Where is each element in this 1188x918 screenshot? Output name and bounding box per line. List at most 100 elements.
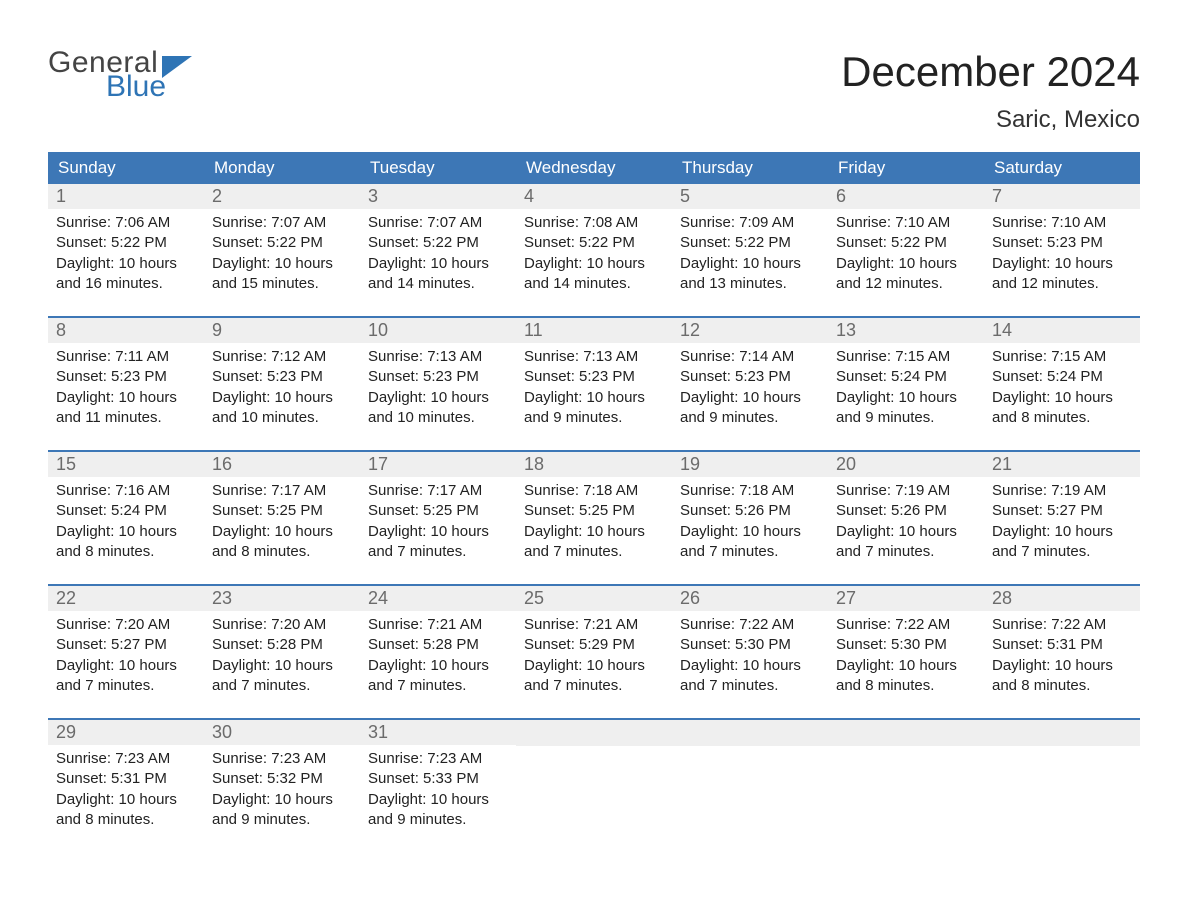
- sunrise-text: Sunrise: 7:21 AM: [368, 615, 508, 635]
- day-number-strip: 23: [204, 586, 360, 611]
- daylight-text: Daylight: 10 hours and 13 minutes.: [680, 254, 820, 295]
- day-cell-body: Sunrise: 7:07 AMSunset: 5:22 PMDaylight:…: [360, 209, 516, 302]
- daylight-text: Daylight: 10 hours and 14 minutes.: [524, 254, 664, 295]
- day-cell-body: Sunrise: 7:20 AMSunset: 5:27 PMDaylight:…: [48, 611, 204, 704]
- calendar-day-cell: [984, 720, 1140, 838]
- day-of-week-header-row: Sunday Monday Tuesday Wednesday Thursday…: [48, 152, 1140, 184]
- day-cell-body: Sunrise: 7:18 AMSunset: 5:25 PMDaylight:…: [516, 477, 672, 570]
- day-cell-body: Sunrise: 7:15 AMSunset: 5:24 PMDaylight:…: [984, 343, 1140, 436]
- day-cell-body: Sunrise: 7:17 AMSunset: 5:25 PMDaylight:…: [360, 477, 516, 570]
- sunrise-text: Sunrise: 7:12 AM: [212, 347, 352, 367]
- daylight-text: Daylight: 10 hours and 9 minutes.: [524, 388, 664, 429]
- calendar-week-row: 15Sunrise: 7:16 AMSunset: 5:24 PMDayligh…: [48, 450, 1140, 570]
- day-number-strip: 21: [984, 452, 1140, 477]
- calendar-day-cell: 1Sunrise: 7:06 AMSunset: 5:22 PMDaylight…: [48, 184, 204, 302]
- day-cell-body: Sunrise: 7:08 AMSunset: 5:22 PMDaylight:…: [516, 209, 672, 302]
- day-cell-body: Sunrise: 7:13 AMSunset: 5:23 PMDaylight:…: [360, 343, 516, 436]
- calendar-week-row: 22Sunrise: 7:20 AMSunset: 5:27 PMDayligh…: [48, 584, 1140, 704]
- calendar-day-cell: [828, 720, 984, 838]
- day-number-strip: 9: [204, 318, 360, 343]
- dow-tuesday: Tuesday: [360, 152, 516, 184]
- sunset-text: Sunset: 5:25 PM: [524, 501, 664, 521]
- daylight-text: Daylight: 10 hours and 12 minutes.: [992, 254, 1132, 295]
- calendar-day-cell: 29Sunrise: 7:23 AMSunset: 5:31 PMDayligh…: [48, 720, 204, 838]
- calendar-day-cell: 16Sunrise: 7:17 AMSunset: 5:25 PMDayligh…: [204, 452, 360, 570]
- day-number-strip: 8: [48, 318, 204, 343]
- brand-logo: General Blue: [48, 48, 192, 102]
- day-number-strip: 18: [516, 452, 672, 477]
- daylight-text: Daylight: 10 hours and 8 minutes.: [836, 656, 976, 697]
- sunrise-text: Sunrise: 7:19 AM: [992, 481, 1132, 501]
- sunrise-text: Sunrise: 7:20 AM: [56, 615, 196, 635]
- day-number-strip: 24: [360, 586, 516, 611]
- calendar-day-cell: 4Sunrise: 7:08 AMSunset: 5:22 PMDaylight…: [516, 184, 672, 302]
- calendar-day-cell: 11Sunrise: 7:13 AMSunset: 5:23 PMDayligh…: [516, 318, 672, 436]
- calendar-day-cell: 2Sunrise: 7:07 AMSunset: 5:22 PMDaylight…: [204, 184, 360, 302]
- day-cell-body: Sunrise: 7:21 AMSunset: 5:28 PMDaylight:…: [360, 611, 516, 704]
- day-cell-body: Sunrise: 7:11 AMSunset: 5:23 PMDaylight:…: [48, 343, 204, 436]
- day-number-strip: 16: [204, 452, 360, 477]
- daylight-text: Daylight: 10 hours and 8 minutes.: [56, 522, 196, 563]
- sunrise-text: Sunrise: 7:08 AM: [524, 213, 664, 233]
- calendar-day-cell: 30Sunrise: 7:23 AMSunset: 5:32 PMDayligh…: [204, 720, 360, 838]
- dow-saturday: Saturday: [984, 152, 1140, 184]
- sunset-text: Sunset: 5:28 PM: [212, 635, 352, 655]
- calendar-day-cell: 26Sunrise: 7:22 AMSunset: 5:30 PMDayligh…: [672, 586, 828, 704]
- daylight-text: Daylight: 10 hours and 9 minutes.: [368, 790, 508, 831]
- calendar-day-cell: 5Sunrise: 7:09 AMSunset: 5:22 PMDaylight…: [672, 184, 828, 302]
- sunset-text: Sunset: 5:24 PM: [836, 367, 976, 387]
- sunrise-text: Sunrise: 7:22 AM: [992, 615, 1132, 635]
- day-number-strip: 20: [828, 452, 984, 477]
- sunset-text: Sunset: 5:24 PM: [56, 501, 196, 521]
- day-number-strip: 13: [828, 318, 984, 343]
- sunrise-text: Sunrise: 7:16 AM: [56, 481, 196, 501]
- sunset-text: Sunset: 5:22 PM: [836, 233, 976, 253]
- day-number-strip: [672, 720, 828, 746]
- sunset-text: Sunset: 5:24 PM: [992, 367, 1132, 387]
- sunset-text: Sunset: 5:22 PM: [680, 233, 820, 253]
- location-subtitle: Saric, Mexico: [841, 106, 1140, 134]
- sunset-text: Sunset: 5:30 PM: [836, 635, 976, 655]
- sunset-text: Sunset: 5:33 PM: [368, 769, 508, 789]
- day-number-strip: 17: [360, 452, 516, 477]
- day-number-strip: 4: [516, 184, 672, 209]
- calendar-day-cell: 23Sunrise: 7:20 AMSunset: 5:28 PMDayligh…: [204, 586, 360, 704]
- calendar-day-cell: 6Sunrise: 7:10 AMSunset: 5:22 PMDaylight…: [828, 184, 984, 302]
- sunrise-text: Sunrise: 7:09 AM: [680, 213, 820, 233]
- calendar-grid: Sunday Monday Tuesday Wednesday Thursday…: [48, 152, 1140, 838]
- day-cell-body: Sunrise: 7:19 AMSunset: 5:27 PMDaylight:…: [984, 477, 1140, 570]
- sunset-text: Sunset: 5:28 PM: [368, 635, 508, 655]
- calendar-day-cell: 13Sunrise: 7:15 AMSunset: 5:24 PMDayligh…: [828, 318, 984, 436]
- dow-sunday: Sunday: [48, 152, 204, 184]
- dow-monday: Monday: [204, 152, 360, 184]
- calendar-day-cell: 7Sunrise: 7:10 AMSunset: 5:23 PMDaylight…: [984, 184, 1140, 302]
- day-number-strip: 7: [984, 184, 1140, 209]
- daylight-text: Daylight: 10 hours and 7 minutes.: [524, 522, 664, 563]
- day-number-strip: 29: [48, 720, 204, 745]
- page-header: General Blue December 2024 Saric, Mexico: [48, 48, 1140, 134]
- calendar-day-cell: [516, 720, 672, 838]
- calendar-day-cell: 25Sunrise: 7:21 AMSunset: 5:29 PMDayligh…: [516, 586, 672, 704]
- sunrise-text: Sunrise: 7:23 AM: [212, 749, 352, 769]
- daylight-text: Daylight: 10 hours and 8 minutes.: [56, 790, 196, 831]
- day-cell-body: Sunrise: 7:14 AMSunset: 5:23 PMDaylight:…: [672, 343, 828, 436]
- calendar-page: General Blue December 2024 Saric, Mexico…: [0, 0, 1188, 918]
- sunrise-text: Sunrise: 7:15 AM: [992, 347, 1132, 367]
- day-number-strip: 14: [984, 318, 1140, 343]
- day-cell-body: Sunrise: 7:13 AMSunset: 5:23 PMDaylight:…: [516, 343, 672, 436]
- day-number-strip: 11: [516, 318, 672, 343]
- daylight-text: Daylight: 10 hours and 7 minutes.: [56, 656, 196, 697]
- sunrise-text: Sunrise: 7:18 AM: [524, 481, 664, 501]
- calendar-day-cell: 27Sunrise: 7:22 AMSunset: 5:30 PMDayligh…: [828, 586, 984, 704]
- calendar-day-cell: 20Sunrise: 7:19 AMSunset: 5:26 PMDayligh…: [828, 452, 984, 570]
- sunrise-text: Sunrise: 7:22 AM: [680, 615, 820, 635]
- dow-thursday: Thursday: [672, 152, 828, 184]
- calendar-week-row: 1Sunrise: 7:06 AMSunset: 5:22 PMDaylight…: [48, 184, 1140, 302]
- day-cell-body: Sunrise: 7:23 AMSunset: 5:32 PMDaylight:…: [204, 745, 360, 838]
- dow-friday: Friday: [828, 152, 984, 184]
- daylight-text: Daylight: 10 hours and 10 minutes.: [368, 388, 508, 429]
- dow-wednesday: Wednesday: [516, 152, 672, 184]
- calendar-day-cell: 14Sunrise: 7:15 AMSunset: 5:24 PMDayligh…: [984, 318, 1140, 436]
- daylight-text: Daylight: 10 hours and 8 minutes.: [992, 656, 1132, 697]
- sunset-text: Sunset: 5:23 PM: [524, 367, 664, 387]
